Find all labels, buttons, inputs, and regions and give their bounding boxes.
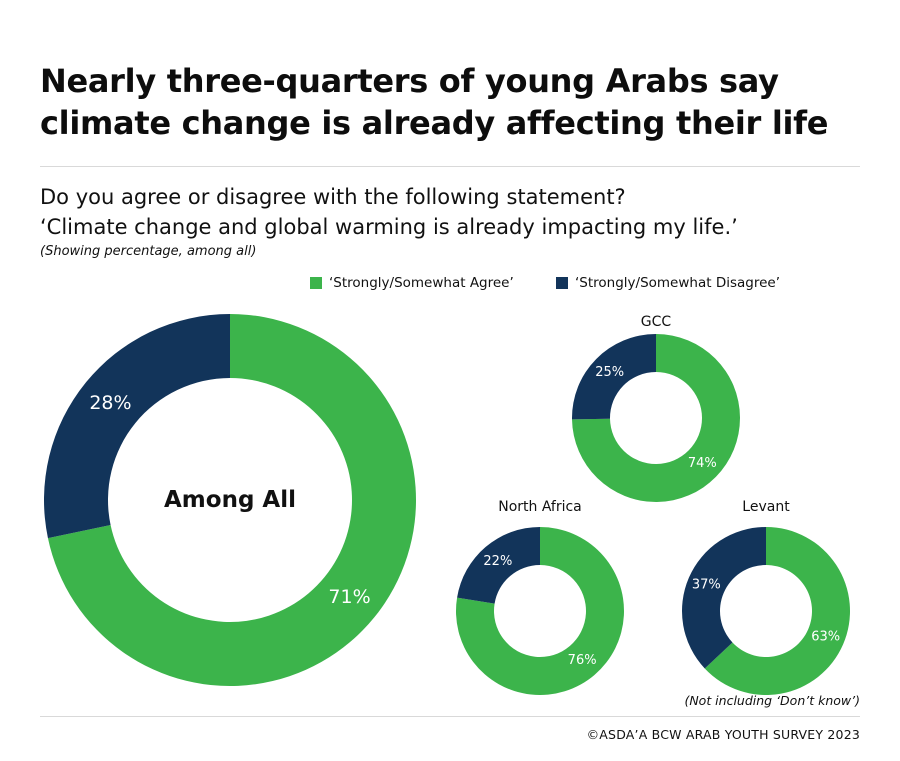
legend-item-agree: ‘Strongly/Somewhat Agree’ xyxy=(310,275,514,291)
donut-among-all: 71% 28% Among All xyxy=(43,314,416,686)
slice-disagree-levant xyxy=(682,527,766,669)
title-line-1: Nearly three-quarters of young Arabs say xyxy=(40,62,779,100)
question-line-2: ‘Climate change and global warming is al… xyxy=(40,215,738,239)
donut-title-among-all: Among All xyxy=(164,487,296,513)
label-agree-levant: 63% xyxy=(811,629,840,644)
slice-agree-gcc xyxy=(572,334,740,503)
slice-agree-among-all xyxy=(47,314,416,686)
bottom-divider xyxy=(40,716,860,717)
donut-north-africa: 76% 22% North Africa xyxy=(456,499,624,695)
legend-label-disagree: ‘Strongly/Somewhat Disagree’ xyxy=(575,275,780,291)
label-disagree-gcc: 25% xyxy=(595,365,624,380)
label-agree-north-africa: 76% xyxy=(568,653,597,668)
question-line-1: Do you agree or disagree with the follow… xyxy=(40,185,626,209)
donut-gcc: 74% 25% GCC xyxy=(572,314,740,503)
label-agree-among-all: 71% xyxy=(328,586,370,608)
source-credit: ©ASDA’A BCW ARAB YOUTH SURVEY 2023 xyxy=(586,727,860,742)
legend-item-disagree: ‘Strongly/Somewhat Disagree’ xyxy=(556,275,780,291)
donut-title-north-africa: North Africa xyxy=(498,499,582,515)
slice-disagree-north-africa xyxy=(457,527,540,604)
legend-label-agree: ‘Strongly/Somewhat Agree’ xyxy=(329,275,514,291)
slice-disagree-gcc xyxy=(572,334,656,420)
legend-swatch-disagree xyxy=(556,277,568,289)
slice-agree-levant xyxy=(704,527,851,695)
slice-disagree-among-all xyxy=(43,314,230,539)
label-disagree-north-africa: 22% xyxy=(483,554,512,569)
donut-title-gcc: GCC xyxy=(641,314,672,330)
footnote: (Not including ‘Don’t know’) xyxy=(684,693,860,708)
legend-swatch-agree xyxy=(310,277,322,289)
slice-agree-north-africa xyxy=(456,527,624,695)
base-note: (Showing percentage, among all) xyxy=(40,244,257,259)
label-disagree-levant: 37% xyxy=(692,578,721,593)
donut-title-levant: Levant xyxy=(742,499,790,515)
label-disagree-among-all: 28% xyxy=(89,392,131,414)
survey-question: Do you agree or disagree with the follow… xyxy=(40,182,860,242)
donut-levant: 63% 37% Levant xyxy=(682,499,851,695)
chart-title: Nearly three-quarters of young Arabs say… xyxy=(40,60,860,144)
label-agree-gcc: 74% xyxy=(688,456,717,471)
title-line-2: climate change is already affecting thei… xyxy=(40,104,829,142)
top-divider xyxy=(40,166,860,167)
